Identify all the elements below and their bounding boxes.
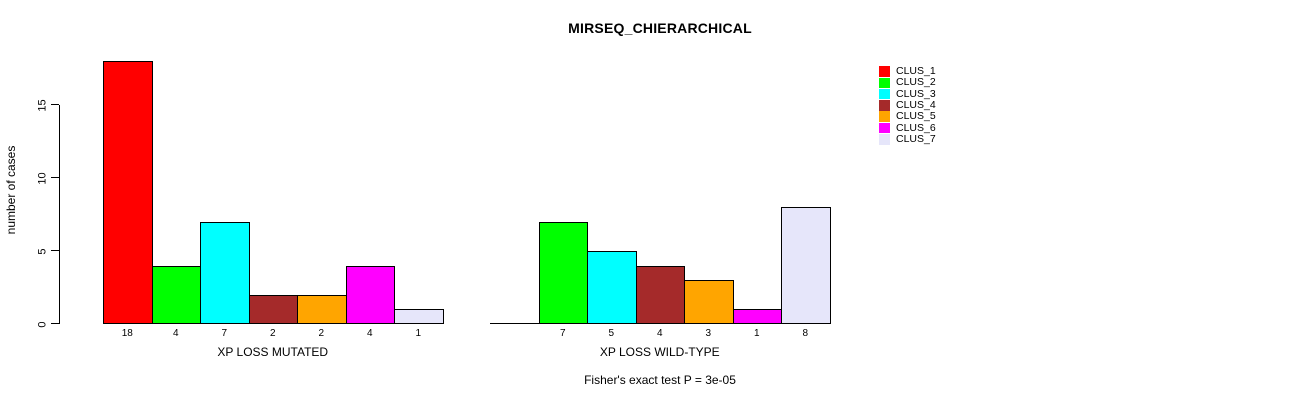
chart-title: MIRSEQ_CHIERARCHICAL (568, 20, 752, 36)
bar-clus_4 (635, 265, 685, 324)
legend: CLUS_1 CLUS_2 CLUS_3 CLUS_4 CLUS_5 CLUS_6 CLUS… (879, 66, 999, 150)
legend-item-label: CLUS_7 (896, 132, 936, 145)
group-label: XP LOSS WILD-TYPE (599, 345, 720, 359)
legend-color-swatch (879, 100, 890, 111)
legend-item-label: CLUS_3 (896, 87, 936, 100)
legend-item: CLUS_4 (879, 98, 936, 111)
y-axis-tick-label: 15 (36, 98, 49, 112)
y-axis-tick-label: 10 (36, 171, 49, 185)
bar-value-label: 1 (415, 328, 422, 339)
bar-clus_3 (587, 251, 637, 324)
bar-value-label: 2 (269, 328, 276, 339)
legend-item-label: CLUS_2 (896, 76, 936, 89)
legend-item: CLUS_5 (879, 111, 936, 122)
bar-clus_4 (248, 294, 298, 324)
bar-value-label: 3 (705, 328, 712, 339)
bar-clus_5 (297, 294, 347, 324)
legend-color-swatch (879, 122, 890, 134)
bar-value-label: 2 (318, 328, 325, 339)
bar-value-label: 4 (172, 328, 179, 339)
legend-item: CLUS_6 (879, 121, 936, 134)
y-axis-line (59, 105, 60, 324)
bar-clus_2 (151, 265, 201, 324)
group-label: XP LOSS MUTATED (217, 345, 329, 359)
bar-clus_7 (781, 207, 831, 324)
y-axis-tick-label: 0 (36, 320, 49, 328)
legend-item: CLUS_1 (879, 66, 936, 77)
legend-item-label: CLUS_5 (896, 110, 936, 123)
legend-item: CLUS_2 (879, 76, 936, 89)
bar-value-label: 8 (802, 328, 809, 339)
bar-value-label: 4 (656, 328, 663, 339)
zero-bar-baseline (490, 323, 540, 324)
bar-value-label: 4 (366, 328, 373, 339)
bar-clus_7 (394, 309, 444, 324)
y-axis-tick (51, 250, 59, 251)
y-axis-label: number of cases (4, 145, 18, 235)
legend-item-label: CLUS_6 (896, 121, 936, 134)
fisher-test-annotation: Fisher's exact test P = 3e-05 (584, 373, 736, 387)
y-axis-tick-label: 5 (36, 247, 49, 255)
bar-clus_3 (200, 221, 250, 324)
bar-value-label: 1 (753, 328, 760, 339)
y-axis-tick (51, 177, 59, 178)
legend-item: CLUS_3 (879, 87, 936, 100)
bar-value-label: 7 (559, 328, 566, 339)
legend-color-swatch (879, 77, 890, 89)
bar-clus_6 (345, 265, 395, 324)
bar-clus_1 (103, 61, 153, 324)
legend-item-label: CLUS_4 (896, 98, 936, 111)
bar-clus_2 (538, 221, 588, 324)
legend-item-label: CLUS_1 (896, 65, 936, 77)
bar-clus_5 (684, 280, 734, 324)
legend-color-swatch (879, 66, 890, 77)
legend-color-swatch (879, 88, 890, 100)
bar-value-label: 7 (221, 328, 228, 339)
y-axis-tick (51, 104, 59, 105)
legend-color-swatch (879, 111, 890, 122)
legend-color-swatch (879, 134, 890, 145)
bar-clus_6 (732, 309, 782, 324)
bar-value-label: 18 (121, 328, 133, 339)
y-axis-tick (51, 323, 59, 324)
legend-item: CLUS_7 (879, 132, 936, 145)
bar-value-label: 5 (608, 328, 615, 339)
